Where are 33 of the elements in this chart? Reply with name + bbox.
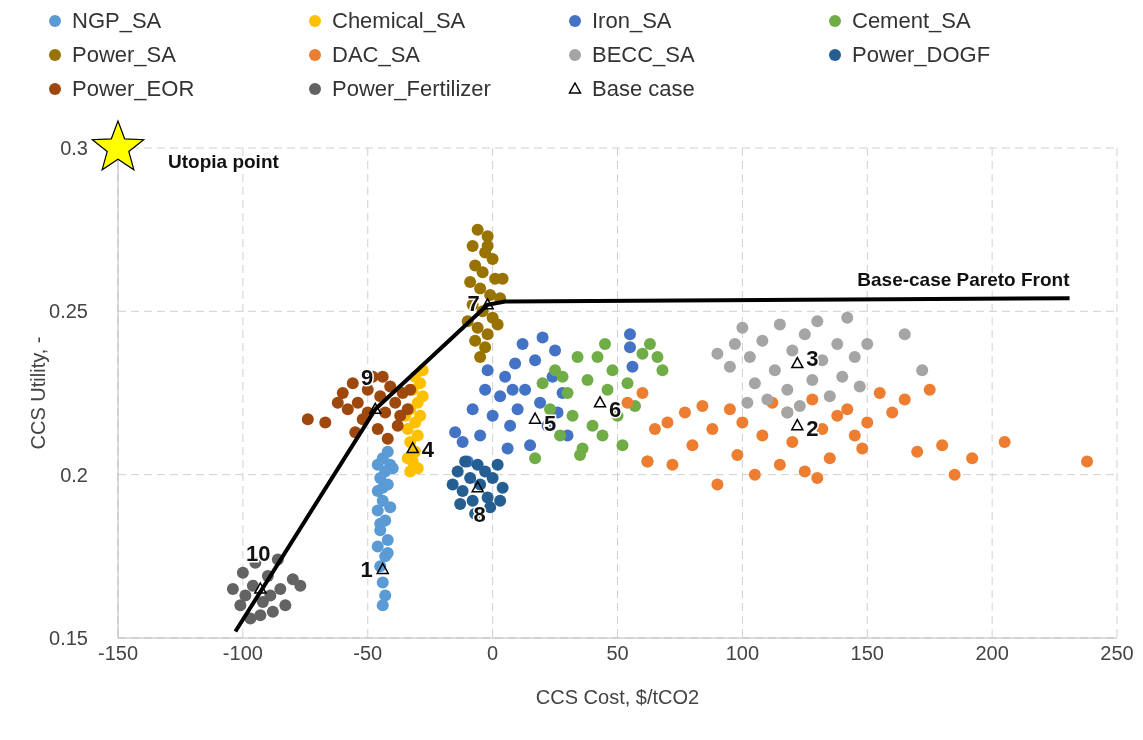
annotation: 4 — [421, 436, 435, 462]
y-axis-title: CCS Utility, - — [27, 336, 50, 450]
legend-label: Iron_SA — [592, 8, 672, 34]
annotation: 10 — [246, 541, 271, 566]
legend-label: DAC_SA — [332, 42, 421, 68]
y-tick-label: 0.2 — [60, 463, 88, 486]
annotation: 3 — [806, 345, 819, 371]
y-tick-label: 0.3 — [60, 137, 88, 160]
annotation: 1 — [360, 557, 373, 583]
x-tick-label: 100 — [725, 642, 760, 665]
x-tick-label: 200 — [975, 642, 1009, 665]
legend-label: Power_DOGF — [852, 42, 991, 68]
x-tick-label: -150 — [97, 642, 139, 665]
legend-label: NGP_SA — [72, 8, 162, 34]
x-tick-label: -100 — [222, 642, 263, 665]
x-tick-label: 250 — [1100, 642, 1134, 665]
x-axis-title: CCS Cost, $/tCO2 — [535, 686, 700, 708]
legend-label: Power_SA — [72, 42, 176, 68]
legend-label: Cement_SA — [852, 8, 971, 34]
x-tick-label: 150 — [850, 642, 884, 665]
y-tick-label: 0.25 — [49, 300, 88, 323]
legend-label: Base case — [592, 76, 695, 102]
y-tick-label: 0.15 — [49, 627, 88, 650]
legend-label: Chemical_SA — [332, 8, 466, 34]
annotation: Base-case Pareto Front — [857, 269, 1071, 291]
annotation: Utopia point — [168, 151, 280, 172]
x-tick-label: 50 — [606, 642, 629, 665]
legend-label: BECC_SA — [592, 42, 695, 68]
legend-label: Power_EOR — [72, 76, 195, 102]
annotation: 2 — [806, 415, 819, 441]
x-tick-label: -50 — [353, 642, 383, 665]
legend-label: Power_Fertilizer — [332, 76, 491, 102]
x-tick-label: 0 — [487, 642, 499, 665]
